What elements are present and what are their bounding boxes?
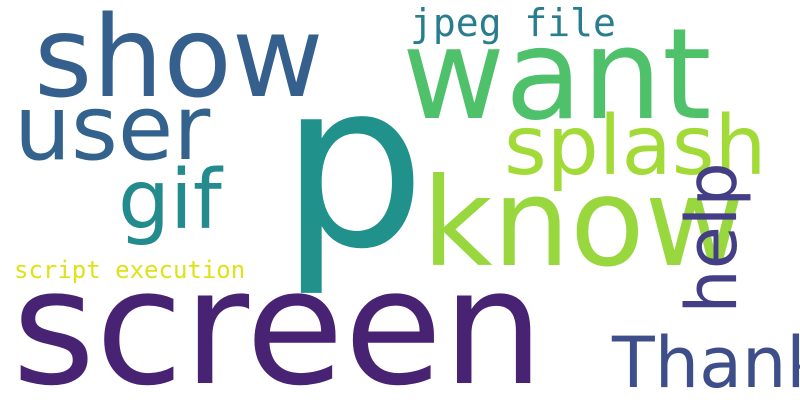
word-want: want xyxy=(402,1,712,148)
word-script-execution: script execution xyxy=(14,256,246,284)
word-screen: screen xyxy=(12,234,544,400)
word-know: know xyxy=(422,152,745,294)
word-gif: gif xyxy=(118,153,222,248)
word-help: help xyxy=(671,162,753,314)
word-thank: Thank xyxy=(612,322,800,400)
word-splash: splash xyxy=(504,99,767,194)
word-user: user xyxy=(14,76,211,181)
word-jpeg-file: jpeg file xyxy=(410,1,616,45)
word-p: p xyxy=(280,33,426,300)
word-show: show xyxy=(34,0,324,123)
